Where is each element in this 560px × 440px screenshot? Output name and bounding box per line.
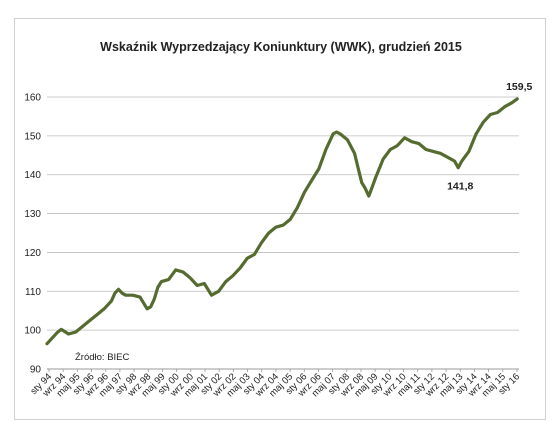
y-tick-label: 140	[24, 170, 41, 181]
y-tick-label: 100	[24, 326, 41, 337]
y-tick-label: 150	[24, 131, 41, 142]
y-tick-label: 160	[24, 93, 41, 104]
chart-frame: Wskaźnik Wyprzedzający Koniunktury (WWK)…	[14, 18, 546, 420]
y-axis-ticks: 90 100 110 120 130 140 150 160	[24, 93, 41, 376]
y-tick-label: 130	[24, 209, 41, 220]
grid-lines	[47, 96, 519, 331]
annotations: 159,5 141,8	[447, 81, 532, 193]
y-tick-label: 120	[24, 248, 41, 259]
line-chart: Wskaźnik Wyprzedzający Koniunktury (WWK)…	[24, 40, 532, 400]
chart-title: Wskaźnik Wyprzedzający Koniunktury (WWK)…	[100, 40, 462, 54]
data-label: 159,5	[506, 81, 532, 93]
source-note: Źródło: BIEC	[75, 352, 130, 363]
series-line	[45, 97, 519, 346]
data-label: 141,8	[447, 181, 473, 193]
y-tick-label: 110	[25, 287, 41, 298]
y-tick-label: 90	[30, 365, 42, 376]
